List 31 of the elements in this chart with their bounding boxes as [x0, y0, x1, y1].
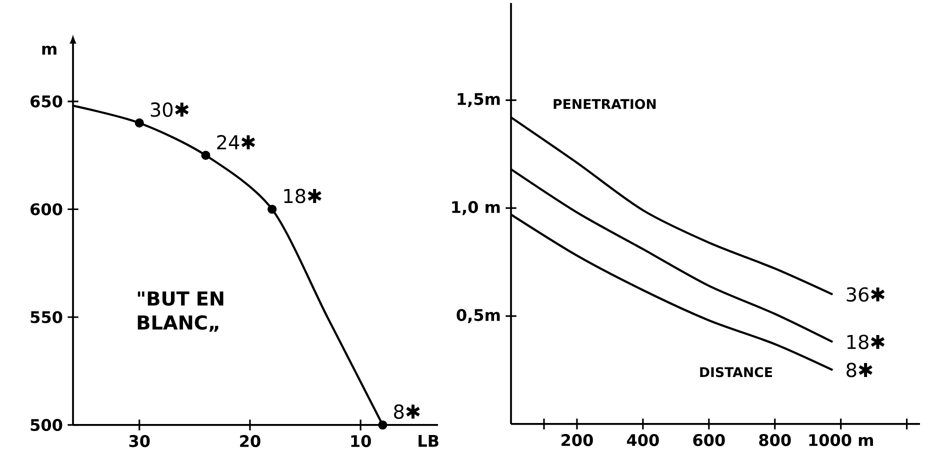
x-tick-label: 10	[351, 435, 371, 448]
x-tick-label: 400	[626, 434, 659, 446]
x-tick-label: 200	[562, 434, 593, 446]
point	[378, 420, 388, 430]
annotation: 18✱	[284, 188, 322, 204]
x-tick-label: 800	[759, 434, 791, 446]
annotation: "BUT EN BLANC„	[138, 291, 224, 332]
y-axis-title: m	[42, 46, 56, 55]
series-label: 8✱	[846, 362, 872, 378]
series-label: 18✱	[847, 334, 885, 350]
x-tick-label: 600	[693, 434, 725, 446]
series-label: 36✱	[846, 287, 885, 302]
y-tick-label: 550	[30, 311, 62, 324]
y-tick-label: 1,0 m	[452, 201, 500, 216]
y-tick-label: 600	[30, 203, 62, 216]
point	[134, 118, 144, 128]
y-tick-label: 650	[30, 95, 62, 108]
annotation: 24✱	[217, 135, 256, 150]
x-axis-title: LB	[418, 435, 438, 447]
y-tick-label: 0,5m	[456, 308, 500, 324]
annotation: 30✱	[150, 102, 189, 117]
x-tick-label: 1000 m	[809, 434, 873, 446]
point	[268, 204, 277, 214]
y-axis-title: PENETRATION	[554, 98, 656, 110]
x-tick-label: 20	[240, 435, 260, 448]
x-axis-title: DISTANCE	[700, 367, 772, 378]
point	[201, 150, 210, 160]
y-tick-label: 500	[30, 418, 62, 432]
annotation: 8✱	[394, 404, 420, 419]
x-tick-label: 30	[129, 435, 150, 448]
y-tick-label: 1,5m	[458, 93, 500, 108]
